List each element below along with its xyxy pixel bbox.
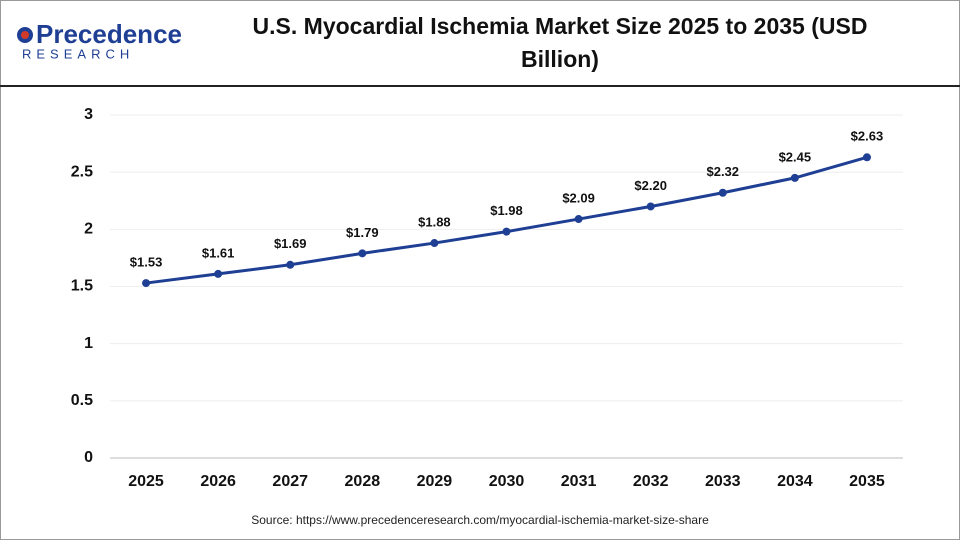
x-tick-label: 2030 bbox=[489, 473, 525, 490]
point bbox=[358, 249, 367, 258]
y-tick-label: 0.5 bbox=[71, 392, 93, 409]
point bbox=[790, 173, 799, 182]
chart-title: U.S. Myocardial Ischemia Market Size 202… bbox=[252, 13, 868, 72]
logo-name: Precedence bbox=[36, 19, 182, 49]
logo-icon bbox=[17, 27, 33, 43]
y-tick-label: 2 bbox=[84, 221, 93, 238]
y-tick-label: 3 bbox=[84, 106, 93, 123]
y-tick-label: 2.5 bbox=[71, 163, 93, 180]
x-tick-label: 2026 bbox=[200, 473, 236, 490]
point bbox=[574, 215, 583, 224]
source: Source: https://www.precedenceresearch.c… bbox=[251, 513, 709, 527]
point bbox=[214, 269, 223, 278]
data-label: $1.53 bbox=[130, 255, 163, 270]
point bbox=[502, 227, 511, 236]
point bbox=[430, 239, 439, 248]
data-label: $2.32 bbox=[706, 164, 739, 179]
line bbox=[145, 155, 868, 285]
point bbox=[718, 188, 727, 197]
x-tick-label: 2028 bbox=[345, 473, 381, 490]
y-tick-label: 0 bbox=[84, 449, 93, 466]
data-label: $1.61 bbox=[202, 245, 235, 260]
logo-tagline: RESEARCH bbox=[22, 46, 134, 61]
x-tick-label: 2025 bbox=[128, 473, 164, 490]
point bbox=[286, 260, 295, 269]
data-label: $1.98 bbox=[490, 203, 523, 218]
data-label: $1.69 bbox=[274, 236, 307, 251]
y-tick-label: 1 bbox=[84, 335, 93, 352]
x-tick-label: 2033 bbox=[705, 473, 741, 490]
data-label: $1.79 bbox=[346, 225, 379, 240]
x-tick-label: 2032 bbox=[633, 473, 669, 490]
data-label: $1.88 bbox=[418, 214, 451, 229]
x-tick-label: 2027 bbox=[272, 473, 308, 490]
data-label: $2.63 bbox=[851, 129, 884, 144]
data-label: $2.45 bbox=[779, 149, 812, 164]
x-tick-label: 2035 bbox=[849, 473, 885, 490]
x-tick-label: 2029 bbox=[417, 473, 453, 490]
x-tick-label: 2031 bbox=[561, 473, 597, 490]
data-label: $2.20 bbox=[634, 178, 667, 193]
point bbox=[142, 279, 151, 288]
y-tick-label: 1.5 bbox=[71, 278, 93, 295]
data-label: $2.09 bbox=[562, 190, 595, 205]
x-tick-label: 2034 bbox=[777, 473, 813, 490]
point bbox=[862, 153, 871, 162]
point bbox=[646, 202, 655, 211]
